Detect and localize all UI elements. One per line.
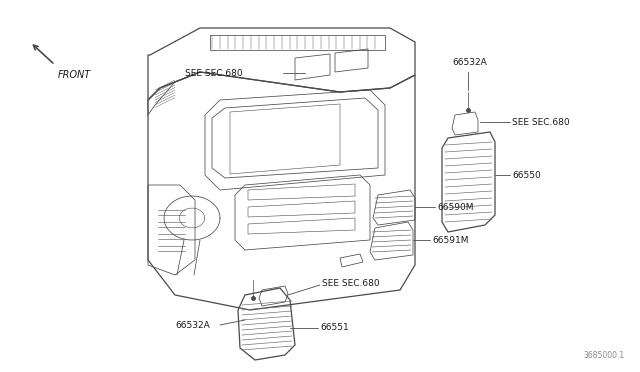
Text: SEE SEC.680: SEE SEC.680: [185, 68, 243, 77]
Text: 66532A: 66532A: [452, 58, 487, 67]
Text: 66551: 66551: [320, 324, 349, 333]
Text: 3685000.1: 3685000.1: [584, 351, 625, 360]
Text: 66591M: 66591M: [432, 235, 468, 244]
Text: 66532A: 66532A: [175, 321, 210, 330]
Text: FRONT: FRONT: [58, 70, 92, 80]
Text: 66590M: 66590M: [437, 202, 474, 212]
Text: 66550: 66550: [512, 170, 541, 180]
Text: SEE SEC.680: SEE SEC.680: [512, 118, 570, 126]
Text: SEE SEC.680: SEE SEC.680: [322, 279, 380, 288]
